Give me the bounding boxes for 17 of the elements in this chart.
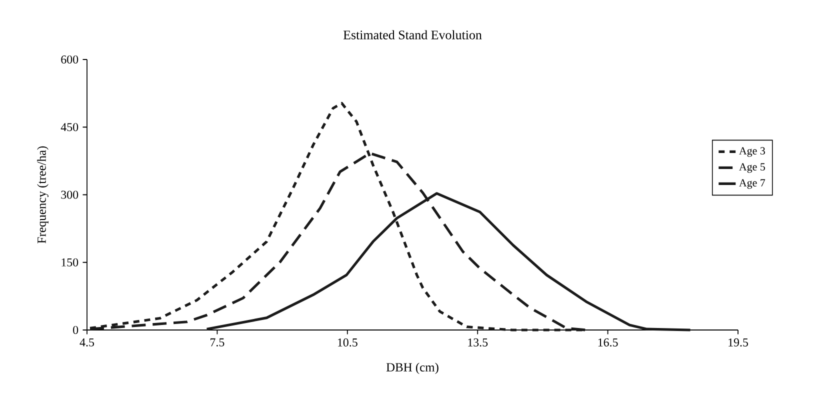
y-tick-label: 0 <box>73 326 78 334</box>
y-tick-label: 150 <box>62 258 78 266</box>
y-axis-title: Frequency (tree/ha) <box>37 146 48 244</box>
x-tick-label: 4.5 <box>80 338 94 346</box>
y-tick-label: 600 <box>61 55 78 64</box>
legend-label: Age 7 <box>739 179 766 189</box>
x-tick-label: 10.5 <box>338 338 358 347</box>
y-tick-label: 450 <box>60 123 78 132</box>
x-tick-label: 7.5 <box>210 338 224 346</box>
x-tick-label: 13.5 <box>468 338 488 347</box>
legend-label: Age 3 <box>739 147 765 157</box>
y-tick-label: 300 <box>61 190 78 199</box>
x-axis-title: DBH (cm) <box>386 362 438 374</box>
legend-label: Age 5 <box>739 163 765 173</box>
x-tick-label: 19.5 <box>728 338 748 347</box>
chart-title: Estimated Stand Evolution <box>343 30 482 40</box>
x-tick-label: 16.5 <box>598 338 618 347</box>
